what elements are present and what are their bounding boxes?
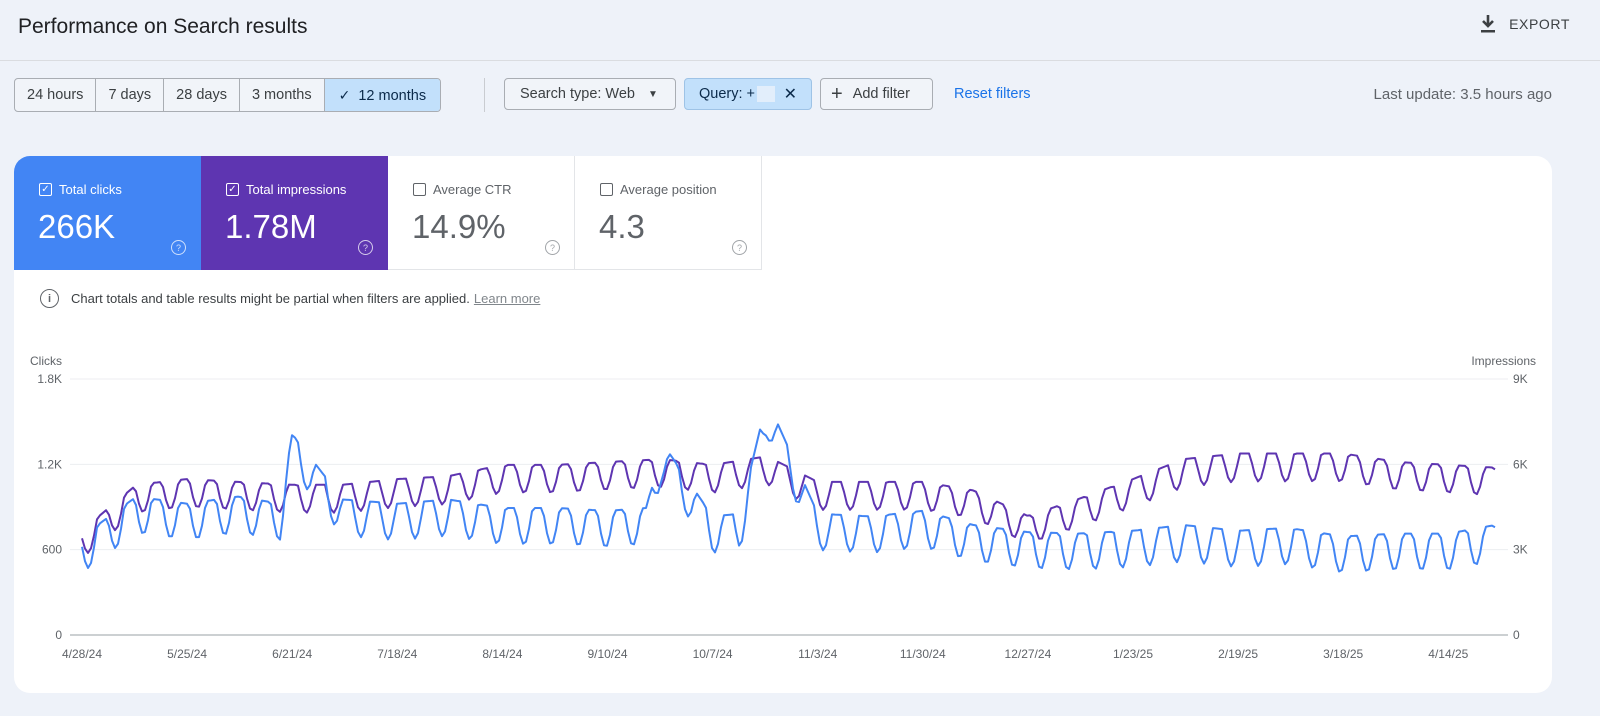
x-tick-label: 11/30/24 — [900, 647, 946, 661]
add-filter-label: Add filter — [852, 86, 910, 102]
checkbox-checked-icon[interactable]: ✓ — [39, 183, 52, 196]
reset-filters-link[interactable]: Reset filters — [954, 86, 1031, 102]
info-icon: i — [40, 289, 59, 308]
metric-total-clicks[interactable]: ✓ Total clicks 266K ? — [14, 156, 201, 270]
last-update-text: Last update: 3.5 hours ago — [1373, 86, 1552, 103]
x-tick-label: 1/23/25 — [1113, 647, 1153, 661]
y-axis-ticks: 0 0 600 3K 1.2K 6K 1.8K 9K — [37, 372, 1527, 642]
x-tick-label: 2/19/25 — [1218, 647, 1258, 661]
metric-value: 14.9% — [412, 208, 506, 245]
metric-label: Average position — [620, 182, 717, 197]
y-tick-label-left: 0 — [55, 628, 62, 642]
close-icon[interactable]: ✕ — [783, 86, 797, 103]
metric-label-row: Average position — [600, 182, 717, 197]
help-icon[interactable]: ? — [732, 240, 747, 255]
notice-text: Chart totals and table results might be … — [71, 291, 470, 306]
metric-label: Total clicks — [59, 182, 122, 197]
export-button[interactable]: EXPORT — [1479, 14, 1570, 34]
y-tick-label-right: 3K — [1513, 543, 1528, 557]
date-range-7-days[interactable]: 7 days — [96, 79, 165, 111]
x-tick-label: 4/14/25 — [1428, 647, 1468, 661]
x-tick-label: 9/10/24 — [587, 647, 627, 661]
x-tick-label: 12/27/24 — [1005, 647, 1052, 661]
date-range-label: 7 days — [108, 87, 152, 103]
date-range-label: 12 months — [358, 88, 427, 104]
clicks-series-line — [81, 423, 1496, 573]
chart-series — [81, 410, 1496, 573]
check-icon: ✓ — [338, 87, 351, 103]
metric-total-impressions[interactable]: ✓ Total impressions 1.78M ? — [201, 156, 388, 270]
performance-chart: Clicks Impressions 0 0 600 3K 1.2K 6K 1.8K 9K 4… — [30, 354, 1536, 661]
date-range-label: 3 months — [251, 87, 312, 103]
checkbox-unchecked-icon[interactable] — [600, 183, 613, 196]
help-icon[interactable]: ? — [358, 240, 373, 255]
left-axis-label: Clicks — [30, 354, 62, 368]
toolbar-divider — [484, 78, 485, 112]
plus-icon: + — [831, 83, 843, 105]
checkbox-unchecked-icon[interactable] — [413, 183, 426, 196]
metric-label-row: ✓ Total impressions — [226, 182, 346, 197]
x-tick-label: 6/21/24 — [272, 647, 312, 661]
metric-average-position[interactable]: Average position 4.3 ? — [575, 156, 762, 270]
page-header: Performance on Search results EXPORT — [0, 0, 1600, 61]
chart-gridlines — [70, 378, 1508, 636]
x-tick-label: 5/25/24 — [167, 647, 207, 661]
search-type-dropdown[interactable]: Search type: Web ▼ — [504, 78, 676, 110]
metric-label-row: ✓ Total clicks — [39, 182, 122, 197]
performance-card: ✓ Total clicks 266K ? ✓ Total impressions … — [14, 156, 1552, 693]
caret-down-icon: ▼ — [648, 88, 658, 100]
metric-value: 1.78M — [225, 208, 317, 245]
metric-value: 266K — [38, 208, 116, 245]
query-filter-chip[interactable]: Query: + ✕ — [684, 78, 812, 110]
y-tick-label-left: 1.8K — [37, 372, 62, 386]
date-range-3-months[interactable]: 3 months — [240, 79, 325, 111]
export-label: EXPORT — [1509, 16, 1570, 32]
y-tick-label-left: 600 — [42, 543, 62, 557]
download-icon — [1481, 15, 1496, 33]
date-range-12-months[interactable]: ✓ 12 months — [324, 79, 441, 111]
x-tick-label: 4/28/24 — [62, 647, 102, 661]
impressions-series-line — [81, 452, 1496, 554]
metric-average-ctr[interactable]: Average CTR 14.9% ? — [388, 156, 575, 270]
x-axis-ticks: 4/28/24 5/25/24 6/21/24 7/18/24 8/14/24 9/10/… — [62, 647, 1469, 661]
date-range-24-hours[interactable]: 24 hours — [15, 79, 97, 111]
y-tick-label-left: 1.2K — [37, 457, 62, 471]
metric-label-row: Average CTR — [413, 182, 512, 197]
y-tick-label-right: 0 — [1513, 628, 1520, 642]
metric-label: Total impressions — [246, 182, 347, 197]
partial-results-notice: i Chart totals and table results might b… — [40, 289, 540, 308]
search-type-label: Search type: Web — [520, 86, 635, 102]
help-icon[interactable]: ? — [171, 240, 186, 255]
date-range-label: 24 hours — [27, 87, 84, 103]
metric-label: Average CTR — [433, 182, 512, 197]
y-tick-label-right: 6K — [1513, 457, 1528, 471]
query-filter-label: Query: + — [699, 86, 756, 102]
filter-toolbar: 24 hours 7 days 28 days 3 months ✓ 12 mon… — [14, 78, 1580, 112]
x-tick-label: 8/14/24 — [482, 647, 522, 661]
x-tick-label: 10/7/24 — [693, 647, 733, 661]
metric-value: 4.3 — [599, 208, 645, 245]
date-range-selector: 24 hours 7 days 28 days 3 months ✓ 12 mon… — [14, 78, 442, 112]
right-axis-label: Impressions — [1471, 354, 1536, 368]
x-tick-label: 7/18/24 — [377, 647, 417, 661]
redacted-query — [757, 86, 776, 102]
help-icon[interactable]: ? — [545, 240, 560, 255]
checkbox-checked-icon[interactable]: ✓ — [226, 183, 239, 196]
date-range-label: 28 days — [176, 87, 227, 103]
learn-more-link[interactable]: Learn more — [473, 291, 541, 306]
metric-cards: ✓ Total clicks 266K ? ✓ Total impressions … — [14, 156, 762, 270]
x-tick-label: 11/3/24 — [798, 647, 837, 661]
add-filter-button[interactable]: + Add filter — [820, 78, 933, 110]
page-title: Performance on Search results — [18, 15, 308, 38]
x-tick-label: 3/18/25 — [1323, 647, 1363, 661]
date-range-28-days[interactable]: 28 days — [164, 79, 240, 111]
y-tick-label-right: 9K — [1513, 372, 1528, 386]
